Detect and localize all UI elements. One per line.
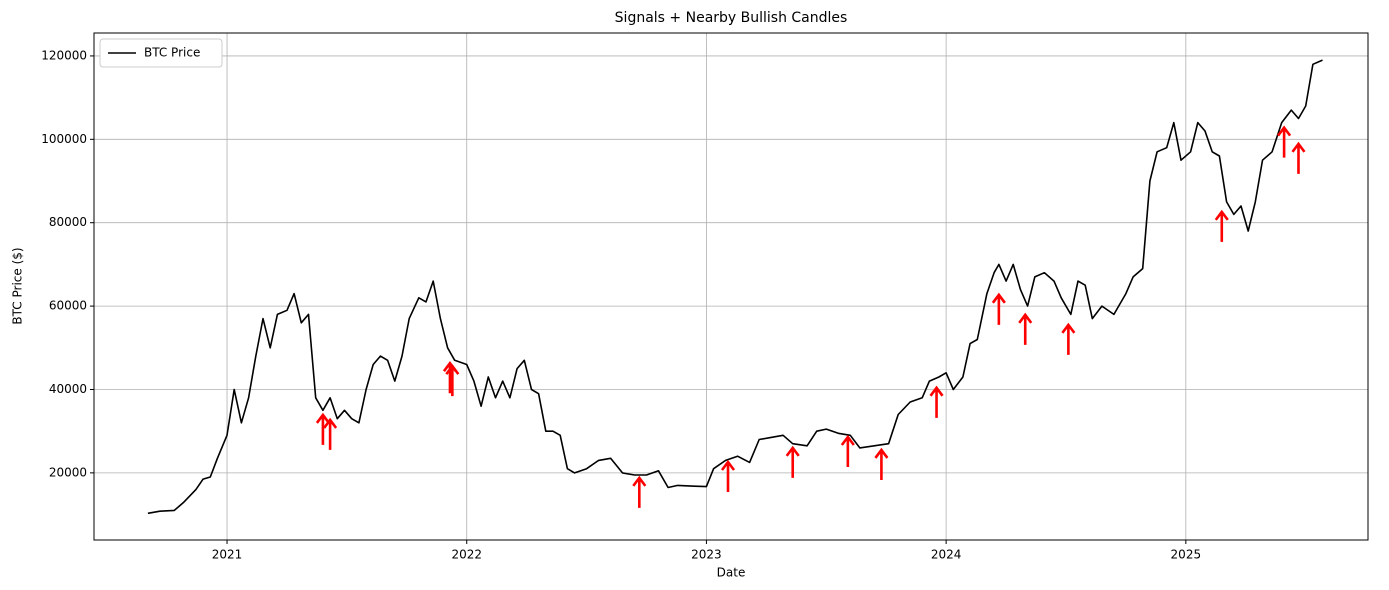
signal-arrow bbox=[785, 445, 800, 478]
signal-arrow bbox=[1277, 125, 1292, 158]
x-tick-label: 2023 bbox=[691, 548, 722, 562]
y-tick-label: 100000 bbox=[41, 132, 87, 146]
signal-arrow bbox=[929, 385, 944, 418]
chart-title: Signals + Nearby Bullish Candles bbox=[615, 10, 848, 26]
signal-arrow bbox=[323, 417, 338, 450]
signal-arrow bbox=[315, 412, 330, 445]
signal-arrow bbox=[874, 447, 889, 480]
signal-arrow bbox=[1214, 209, 1229, 242]
signal-arrow bbox=[840, 434, 855, 468]
signal-arrow bbox=[632, 475, 647, 508]
y-tick-label: 80000 bbox=[49, 215, 87, 229]
plot-frame bbox=[93, 32, 1369, 541]
signal-arrow bbox=[445, 363, 460, 397]
signal-arrow bbox=[1061, 322, 1076, 355]
y-tick-label: 40000 bbox=[49, 382, 87, 396]
x-tick-label: 2024 bbox=[931, 548, 962, 562]
price-line bbox=[147, 59, 1323, 515]
y-tick-label: 20000 bbox=[49, 465, 87, 479]
x-tick-label: 2022 bbox=[451, 548, 482, 562]
signal-arrow bbox=[720, 459, 736, 493]
x-tick-label: 2025 bbox=[1171, 548, 1202, 562]
signal-arrow bbox=[1291, 141, 1306, 174]
x-tick-label: 2021 bbox=[212, 548, 243, 562]
y-tick-label: 60000 bbox=[49, 299, 87, 313]
signal-arrow bbox=[991, 292, 1006, 325]
y-axis-label: BTC Price ($) bbox=[11, 247, 25, 324]
legend-label: BTC Price bbox=[144, 46, 200, 60]
x-axis-label: Date bbox=[717, 566, 746, 580]
legend-box bbox=[99, 38, 223, 68]
signal-arrow bbox=[1018, 312, 1033, 345]
y-tick-label: 120000 bbox=[41, 48, 87, 62]
